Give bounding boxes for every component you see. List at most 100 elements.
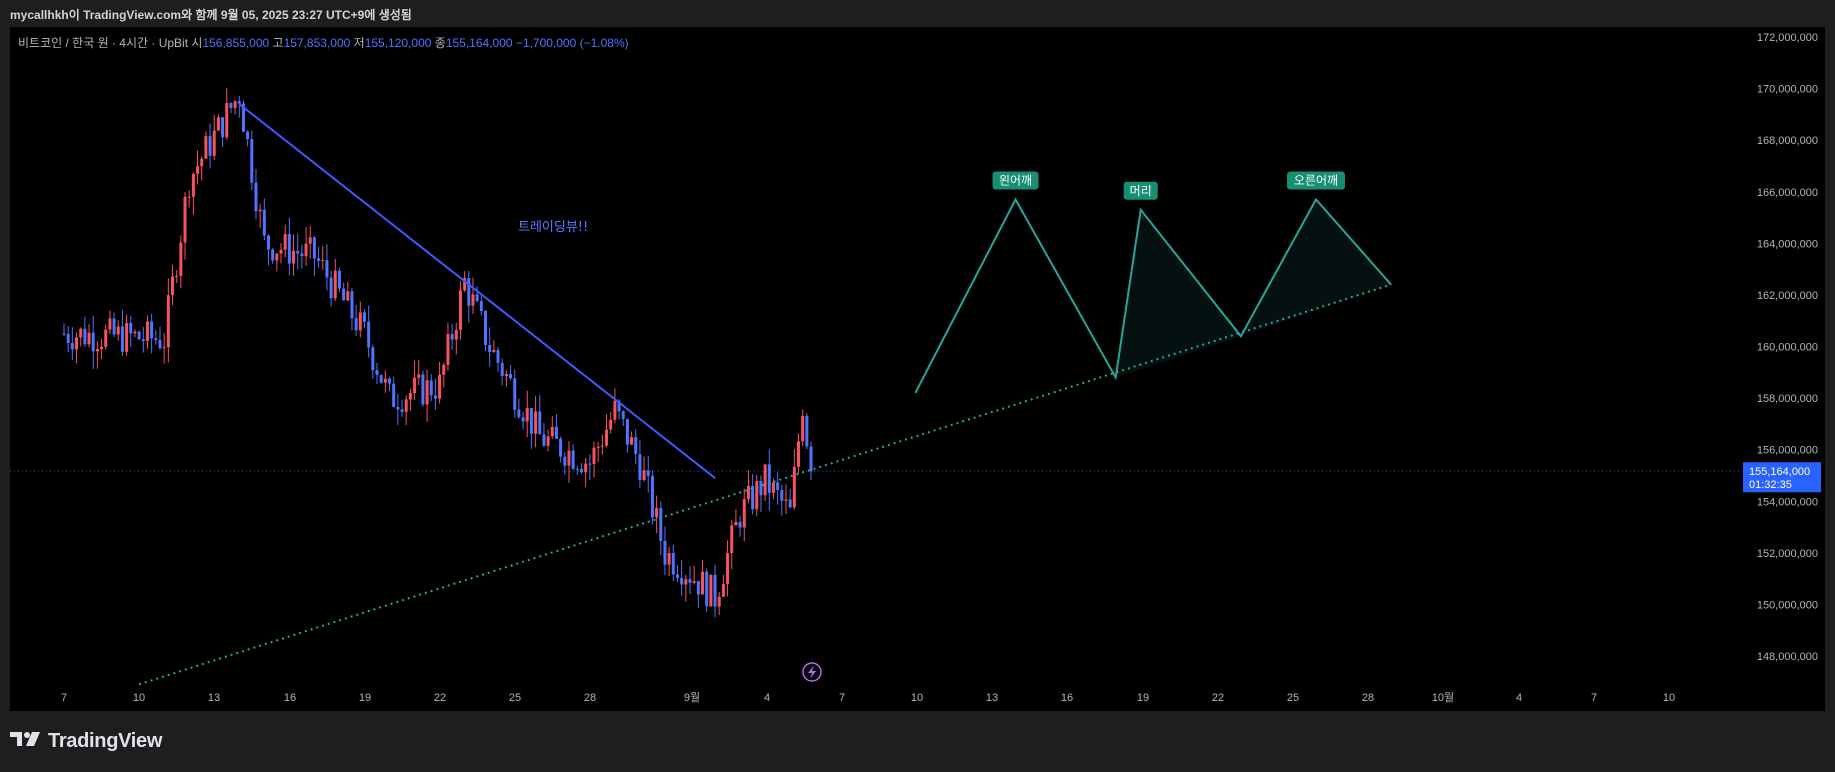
low-label: 저 xyxy=(353,36,365,50)
candle xyxy=(600,445,604,447)
x-tick-label: 25 xyxy=(1287,692,1299,704)
pattern-label-box xyxy=(1287,171,1345,190)
x-tick-label: 10월 xyxy=(1432,691,1454,704)
y-tick-label: 150,000,000 xyxy=(1757,599,1818,611)
candle xyxy=(642,470,646,481)
candle xyxy=(108,318,112,330)
y-tick-label: 152,000,000 xyxy=(1757,548,1818,560)
candle xyxy=(730,525,734,554)
y-tick-label: 148,000,000 xyxy=(1757,651,1818,663)
y-tick-label: 160,000,000 xyxy=(1757,342,1818,354)
candle xyxy=(755,481,759,510)
candle xyxy=(141,339,145,341)
candle xyxy=(613,400,617,420)
candle xyxy=(283,234,287,250)
candle xyxy=(701,571,705,595)
candle xyxy=(688,579,692,583)
candle xyxy=(204,136,208,159)
candle xyxy=(229,103,233,109)
price-badge-countdown: 01:32:35 xyxy=(1749,479,1792,491)
candle xyxy=(91,332,95,352)
candle xyxy=(375,370,379,375)
candle xyxy=(458,290,462,330)
price-badge-value: 155,164,000 xyxy=(1749,466,1810,478)
candle xyxy=(62,333,66,335)
candle xyxy=(404,399,408,412)
x-tick-label: 16 xyxy=(1061,692,1073,704)
candle xyxy=(325,260,329,278)
candle xyxy=(721,583,725,597)
x-tick-label: 7 xyxy=(839,692,845,704)
candle xyxy=(467,278,471,306)
candle xyxy=(279,249,283,254)
candle xyxy=(671,553,675,575)
candle xyxy=(659,508,663,541)
y-tick-label: 164,000,000 xyxy=(1757,238,1818,250)
candle xyxy=(212,130,216,156)
y-tick-label: 154,000,000 xyxy=(1757,496,1818,508)
brand-name: TradingView xyxy=(48,730,163,752)
candle xyxy=(358,312,362,331)
candle xyxy=(200,158,204,167)
candle xyxy=(383,378,387,383)
candle xyxy=(713,574,717,607)
candle xyxy=(709,574,713,607)
candle xyxy=(776,482,780,491)
candle xyxy=(329,277,333,299)
candle xyxy=(79,328,83,338)
candle xyxy=(158,340,162,349)
candle xyxy=(150,321,154,339)
candle xyxy=(408,392,412,400)
candle xyxy=(667,553,671,565)
y-tick-label: 158,000,000 xyxy=(1757,393,1818,405)
resistance-trendline[interactable] xyxy=(238,103,716,479)
pattern-fill-head xyxy=(1115,209,1241,378)
candle xyxy=(617,400,621,412)
candle xyxy=(525,408,529,422)
candle xyxy=(479,301,483,311)
price-badge[interactable] xyxy=(1743,462,1821,493)
candle xyxy=(546,436,550,446)
x-tick-label: 13 xyxy=(986,692,998,704)
candle xyxy=(588,463,592,465)
candle xyxy=(179,242,183,276)
attribution-text: mycallhkh이 TradingView.com와 함께 9월 05, 20… xyxy=(10,8,412,22)
candle xyxy=(475,294,479,302)
candle xyxy=(196,166,200,174)
candle xyxy=(317,258,321,261)
candle xyxy=(759,481,763,496)
candle xyxy=(162,347,166,349)
candle xyxy=(542,434,546,446)
tradingview-logo-icon xyxy=(10,732,40,746)
y-tick-label: 170,000,000 xyxy=(1757,84,1818,96)
chart-panel[interactable] xyxy=(10,27,1825,711)
candle xyxy=(296,250,300,254)
candle xyxy=(83,328,87,345)
candle xyxy=(575,468,579,470)
top-bar: mycallhkh이 TradingView.com와 함께 9월 05, 20… xyxy=(0,0,1835,27)
candle xyxy=(208,136,212,156)
candle xyxy=(484,310,488,346)
candle xyxy=(609,419,613,430)
x-tick-label: 10 xyxy=(911,692,923,704)
candle xyxy=(191,173,195,197)
high-label: 고 xyxy=(272,36,284,50)
candle xyxy=(571,450,575,469)
candle xyxy=(780,490,784,501)
candle xyxy=(187,196,191,198)
candle xyxy=(650,475,654,518)
x-tick-label: 28 xyxy=(584,692,596,704)
candle xyxy=(463,278,467,291)
candle xyxy=(233,101,237,109)
event-icon[interactable] xyxy=(802,662,822,682)
head-and-shoulders-pattern[interactable] xyxy=(914,197,1392,394)
candle xyxy=(529,408,533,434)
close-value: 155,164,000 xyxy=(445,36,513,50)
open-label: 시 xyxy=(191,36,203,50)
candle xyxy=(805,415,809,447)
candle xyxy=(513,378,517,410)
candle xyxy=(337,270,341,289)
candle xyxy=(788,499,792,508)
candle xyxy=(438,374,442,399)
